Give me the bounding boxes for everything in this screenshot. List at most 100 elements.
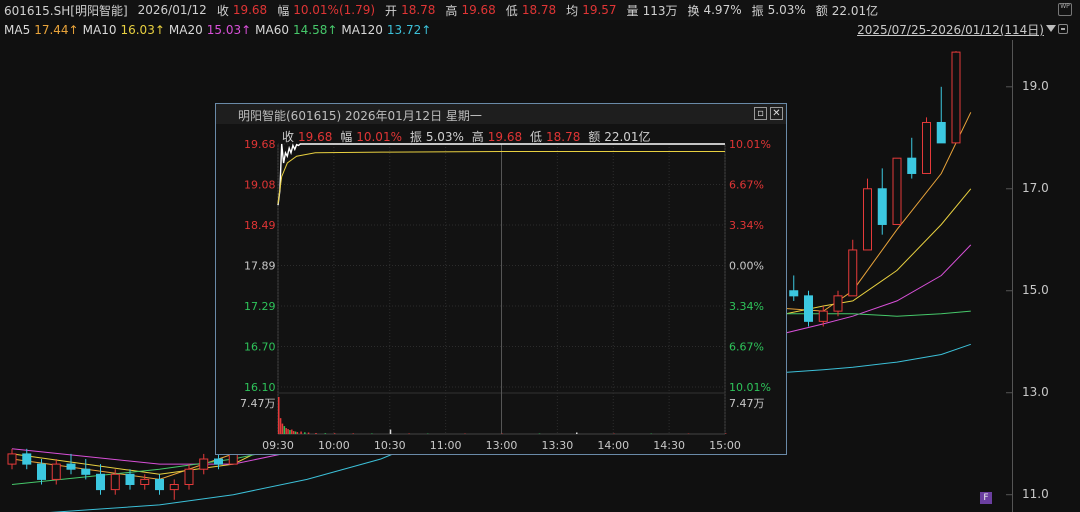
candle-body bbox=[922, 121, 931, 174]
turnover-value: 4.97% bbox=[703, 3, 742, 17]
candle-body bbox=[214, 458, 223, 465]
time-tick-label: 13:00 bbox=[486, 439, 518, 452]
volume-bar bbox=[283, 426, 286, 434]
turnover-label: 换 bbox=[687, 3, 700, 18]
info-close-label: 收 bbox=[282, 130, 295, 144]
candle bbox=[96, 464, 105, 495]
open-label: 开 bbox=[385, 3, 398, 18]
candle bbox=[169, 479, 179, 500]
volume-bar bbox=[300, 431, 302, 434]
popup-titlebar[interactable]: 明阳智能(601615) 2026年01月12日 星期一 ▫ ✕ bbox=[216, 104, 786, 124]
amplitude-value: 5.03% bbox=[767, 3, 806, 17]
candle bbox=[199, 453, 209, 475]
pct-tick-label: 6.67% bbox=[729, 341, 764, 354]
candle bbox=[951, 51, 961, 144]
volume-bar bbox=[292, 431, 295, 434]
ma60-value: 14.58↑ bbox=[293, 22, 338, 37]
candle bbox=[892, 157, 902, 225]
price-tick-label: 19.08 bbox=[244, 179, 276, 192]
candle bbox=[833, 290, 843, 317]
volume-bar bbox=[333, 433, 336, 434]
candle bbox=[110, 469, 120, 495]
info-high-label: 高 bbox=[471, 130, 484, 144]
candle-body bbox=[789, 290, 799, 297]
y-tick-label: 15.0 bbox=[1022, 282, 1049, 297]
candle bbox=[863, 178, 872, 251]
pct-tick-label: 3.34% bbox=[729, 300, 764, 313]
settings-icon[interactable] bbox=[1058, 24, 1068, 34]
intraday-chart[interactable]: 19.68 10.01% 19.08 6.67% 18.49 3.34% 17.89 0.00… bbox=[216, 104, 786, 454]
candle-body bbox=[37, 463, 46, 480]
volume-label: 7.47万 bbox=[240, 397, 276, 410]
intraday-popup[interactable]: 明阳智能(601615) 2026年01月12日 星期一 ▫ ✕ 收 19.68 … bbox=[215, 103, 787, 455]
candle-body bbox=[833, 295, 843, 312]
candle-body bbox=[96, 473, 105, 491]
candle bbox=[81, 459, 91, 480]
info-amplitude-value: 5.03% bbox=[425, 130, 464, 144]
y-tick-label: 11.0 bbox=[1022, 486, 1049, 501]
candle-body bbox=[184, 468, 194, 486]
info-high-value: 19.68 bbox=[487, 130, 523, 144]
date-range-selector[interactable]: 2025/07/25-2026/01/12(114日) bbox=[857, 23, 1044, 37]
candle-body bbox=[848, 249, 858, 297]
price-tick-label: 16.10 bbox=[244, 381, 276, 394]
ma60-label: MA60 bbox=[255, 22, 289, 37]
candle-body bbox=[110, 473, 120, 491]
candle bbox=[936, 86, 946, 144]
ma5-label: MA5 bbox=[4, 22, 31, 37]
candle-body bbox=[907, 157, 917, 174]
candle bbox=[37, 459, 46, 485]
open-value: 18.78 bbox=[401, 3, 436, 17]
y-tick-label: 13.0 bbox=[1022, 384, 1049, 399]
f-badge[interactable]: F bbox=[980, 492, 992, 504]
info-change-label: 幅 bbox=[340, 130, 353, 144]
ma-legend-bar: MA5 17.44↑ MA10 16.03↑ MA20 15.03↑ MA60 14.5… bbox=[0, 21, 1080, 38]
volume-bar bbox=[389, 429, 392, 434]
time-tick-label: 10:00 bbox=[318, 439, 350, 452]
candle-body bbox=[892, 157, 902, 225]
candle bbox=[66, 453, 76, 475]
price-tick-label: 16.70 bbox=[244, 341, 276, 354]
change-value: 10.01%(1.79) bbox=[293, 3, 376, 17]
ma120-value: 13.72↑ bbox=[386, 22, 432, 37]
ma10-value: 16.03↑ bbox=[120, 22, 165, 37]
volume-label-right: 7.47万 bbox=[729, 397, 765, 410]
candle-body bbox=[169, 484, 179, 491]
candle bbox=[51, 459, 61, 485]
close-icon[interactable]: ✕ bbox=[770, 107, 783, 120]
candle bbox=[155, 474, 164, 495]
avg-label: 均 bbox=[566, 3, 579, 18]
restore-icon[interactable]: ▫ bbox=[754, 107, 767, 120]
y-axis-line bbox=[1012, 40, 1013, 512]
time-tick-label: 10:30 bbox=[374, 439, 406, 452]
pct-tick-label: 10.01% bbox=[729, 381, 771, 394]
candle bbox=[184, 464, 194, 490]
candle bbox=[848, 239, 858, 297]
candle-body bbox=[81, 468, 91, 475]
volume-bar bbox=[307, 432, 310, 434]
popup-title: 明阳智能(601615) 2026年01月12日 星期一 bbox=[238, 109, 482, 123]
candle bbox=[125, 469, 135, 490]
info-close-value: 19.68 bbox=[298, 130, 333, 144]
chevron-down-icon[interactable] bbox=[1046, 25, 1056, 32]
avg-price-line bbox=[277, 151, 725, 204]
avg-value: 19.57 bbox=[582, 3, 617, 17]
time-tick-label: 14:30 bbox=[653, 439, 685, 452]
candle bbox=[789, 275, 799, 301]
y-tick-label: 19.0 bbox=[1022, 78, 1049, 93]
candle-body bbox=[155, 478, 164, 491]
time-tick-label: 11:00 bbox=[430, 439, 462, 452]
info-amount-label: 额 bbox=[588, 130, 601, 144]
candle bbox=[7, 448, 17, 470]
high-value: 19.68 bbox=[461, 3, 496, 17]
pct-tick-label: 10.01% bbox=[729, 138, 771, 151]
candle-body bbox=[199, 458, 209, 470]
high-label: 高 bbox=[445, 3, 458, 18]
price-line bbox=[277, 143, 725, 206]
candle bbox=[140, 474, 150, 490]
price-tick-label: 19.68 bbox=[244, 138, 276, 151]
time-tick-label: 09:30 bbox=[262, 439, 294, 452]
price-tick-label: 17.29 bbox=[244, 300, 276, 313]
wp-icon[interactable]: WP bbox=[1058, 3, 1072, 16]
candle-body bbox=[863, 188, 872, 251]
